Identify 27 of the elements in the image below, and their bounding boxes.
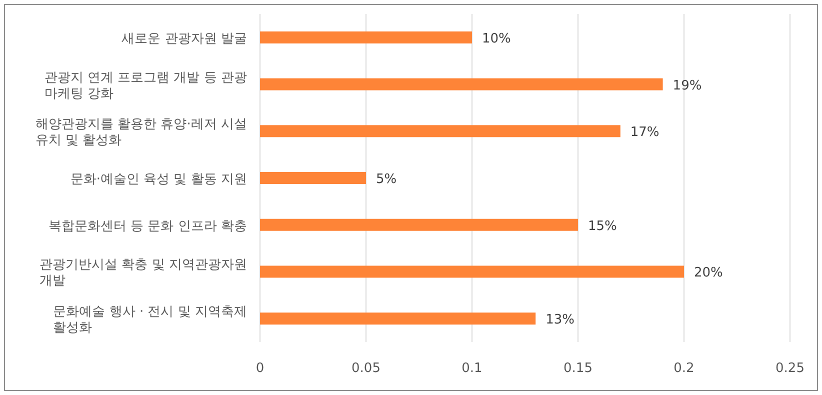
data-label: 5%	[376, 172, 397, 187]
bar	[260, 312, 536, 325]
bar	[260, 31, 472, 44]
y-tick-label: 문화예술 행사 · 전시 및 지역축제 활성화	[53, 304, 247, 336]
data-label: 13%	[546, 312, 575, 328]
y-tick-label: 해양관광지를 활용한 휴양·레저 시설 유치 및 활성화	[35, 117, 247, 148]
data-label: 15%	[588, 218, 617, 234]
x-tick-label: 0	[256, 361, 264, 376]
data-label: 10%	[482, 31, 511, 46]
bar	[260, 125, 620, 138]
y-tick-label: 관광기반시설 확충 및 지역관광자원 개발	[40, 258, 247, 289]
y-tick-label: 문화·예술인 육성 및 활동 지원	[70, 172, 247, 187]
y-tick-label: 새로운 관광자원 발굴	[122, 31, 247, 46]
y-tick-label: 관광지 연계 프로그램 개발 등 관광 마케팅 강화	[44, 70, 247, 102]
x-tick-label: 0.25	[776, 361, 804, 376]
x-tick-label: 0.05	[352, 361, 380, 376]
bar	[260, 172, 366, 184]
data-label: 20%	[694, 266, 723, 281]
bar	[260, 266, 684, 278]
x-tick-label: 0.2	[674, 361, 694, 376]
data-label: 17%	[630, 125, 660, 140]
y-tick-label: 복합문화센터 등 문화 인프라 확충	[48, 218, 247, 234]
bar	[260, 218, 578, 231]
data-label: 19%	[672, 78, 702, 94]
x-tick-label: 0.15	[564, 361, 592, 376]
bar	[260, 78, 663, 90]
x-tick-label: 0.1	[462, 361, 482, 376]
